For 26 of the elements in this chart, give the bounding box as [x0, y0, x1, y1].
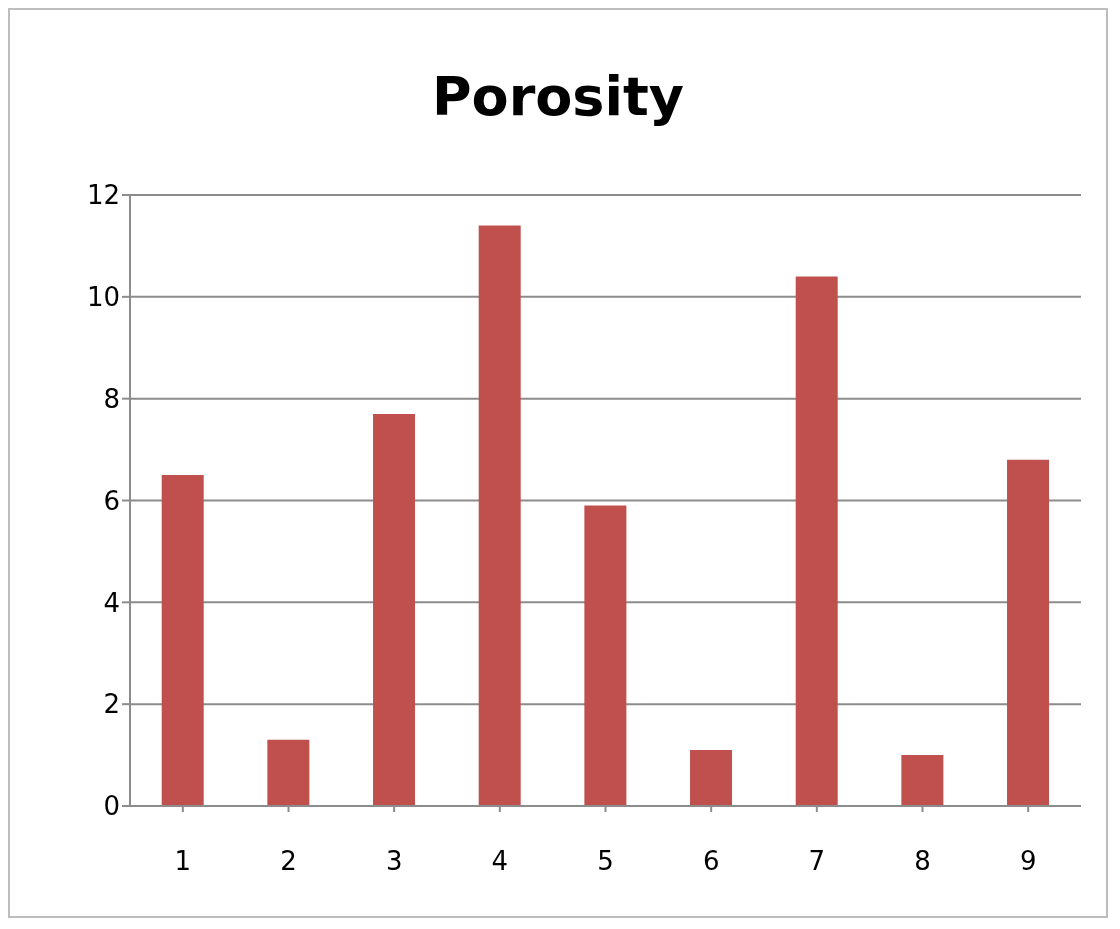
y-tick-label: 0: [103, 791, 120, 822]
bar: [1007, 459, 1050, 806]
x-tick-label: 7: [808, 846, 826, 877]
bar: [267, 739, 310, 806]
y-tick-label: 12: [86, 180, 120, 211]
x-tick-label: 6: [702, 846, 720, 877]
x-tick-label: 4: [491, 846, 509, 877]
y-tick-label: 8: [103, 383, 120, 414]
y-tick-label: 2: [103, 689, 120, 720]
y-tick-label: 4: [103, 587, 120, 618]
x-tick-label: 1: [174, 846, 192, 877]
bar: [373, 413, 416, 806]
x-tick-label: 8: [914, 846, 931, 877]
chart-title: Porosity: [430, 65, 686, 128]
bar: [478, 225, 521, 806]
bar: [690, 749, 733, 806]
x-tick-label: 3: [385, 846, 403, 877]
x-tick-label: 5: [597, 846, 614, 877]
y-tick-label: 6: [103, 485, 120, 516]
bar: [584, 505, 627, 806]
bar: [795, 276, 838, 806]
bar: [161, 475, 204, 806]
x-tick-label: 9: [1019, 846, 1037, 877]
y-tick-label: 10: [86, 282, 120, 313]
x-tick-label: 2: [280, 846, 297, 877]
bar: [901, 755, 944, 806]
